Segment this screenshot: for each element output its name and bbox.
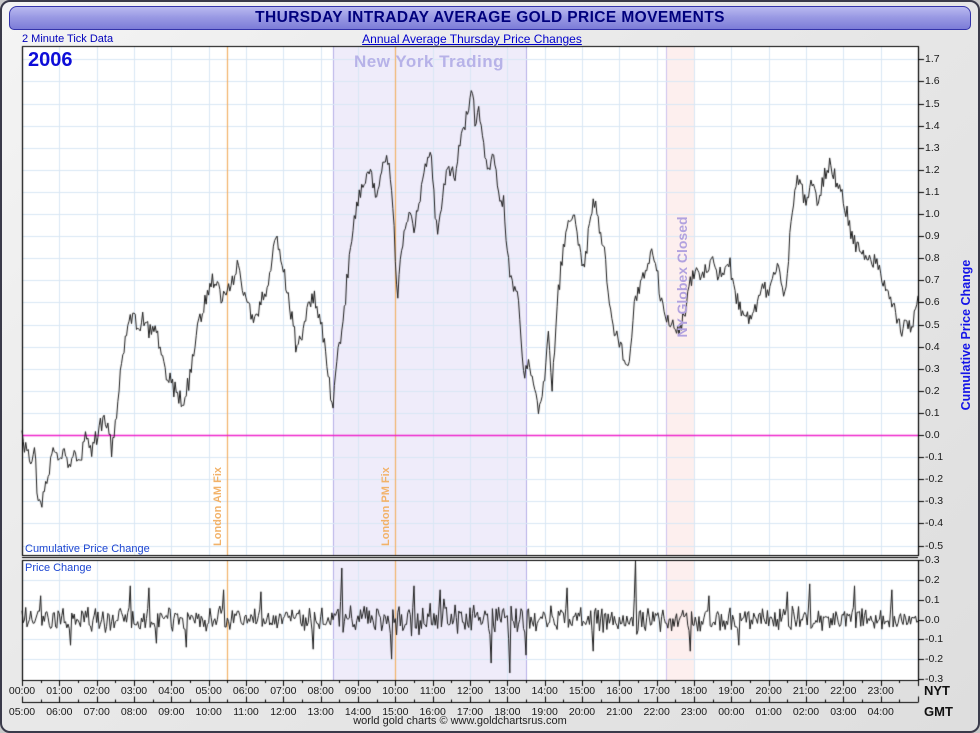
- main-ytick-label: 0.6: [925, 296, 940, 309]
- main-ytick-label: 0.8: [925, 252, 940, 265]
- nyt-xtick-label: 04:00: [158, 685, 185, 697]
- main-ytick-label: 1.3: [925, 141, 940, 154]
- lower-ytick-label: -0.2: [925, 653, 944, 666]
- main-ytick-label: 0.2: [925, 384, 940, 397]
- gmt-xtick-label: 08:00: [120, 706, 148, 718]
- nyt-xtick-label: 19:00: [718, 685, 745, 697]
- gmt-xtick-label: 14:00: [344, 706, 372, 718]
- nyt-xtick-label: 15:00: [568, 685, 596, 697]
- lower-ytick-label: -0.3: [925, 672, 944, 685]
- nyt-xtick-label: 01:00: [46, 685, 73, 697]
- main-ytick-label: 1.1: [925, 185, 940, 198]
- nyt-xtick-label: 13:00: [494, 685, 521, 697]
- gmt-xtick-label: 10:00: [195, 706, 222, 718]
- main-ytick-label: 1.4: [925, 119, 940, 132]
- gmt-xtick-label: 21:00: [606, 706, 633, 718]
- main-ytick-label: -0.2: [925, 473, 944, 486]
- nyt-xtick-label: 10:00: [382, 685, 409, 697]
- nyt-xtick-label: 00:00: [8, 685, 36, 697]
- nyt-xtick-label: 20:00: [755, 685, 782, 697]
- price-change-panel-label: Price Change: [25, 562, 92, 574]
- nyt-xtick-label: 23:00: [867, 685, 894, 697]
- nyt-xtick-label: 18:00: [680, 685, 708, 697]
- nyt-axis-label: NYT: [924, 683, 950, 698]
- credit-footer: world gold charts © www.goldchartsrus.co…: [353, 715, 567, 727]
- gmt-xtick-label: 11:00: [233, 706, 259, 718]
- gmt-xtick-label: 01:00: [755, 706, 782, 718]
- gmt-xtick-label: 16:00: [419, 706, 446, 718]
- main-ytick-label: -0.4: [925, 517, 944, 530]
- main-ytick-label: 0.3: [925, 362, 940, 375]
- gmt-xtick-label: 02:00: [792, 706, 820, 718]
- lower-ytick-label: 0.0: [925, 613, 940, 626]
- gmt-xtick-label: 07:00: [83, 706, 110, 718]
- main-ytick-label: 0.7: [925, 274, 940, 287]
- gmt-xtick-label: 12:00: [270, 706, 297, 718]
- gmt-xtick-label: 18:00: [494, 706, 521, 718]
- lower-ytick-label: 0.1: [925, 593, 940, 606]
- lower-ytick-label: 0.3: [925, 554, 940, 567]
- gmt-xtick-label: 23:00: [680, 706, 708, 718]
- lower-ytick-label: -0.1: [925, 633, 944, 646]
- gmt-xtick-label: 05:00: [8, 706, 36, 718]
- nyt-xtick-label: 08:00: [307, 685, 334, 697]
- main-ytick-label: 0.1: [925, 406, 940, 419]
- main-ytick-label: -0.5: [925, 539, 944, 552]
- main-ytick-label: 1.2: [925, 163, 940, 176]
- main-ytick-label: 0.4: [925, 340, 940, 353]
- new-york-trading-label: New York Trading: [353, 52, 505, 71]
- nyt-xtick-label: 07:00: [270, 685, 297, 697]
- gmt-xtick-label: 13:00: [307, 706, 334, 718]
- london-am-fix-label: London AM Fix: [212, 466, 224, 546]
- main-ytick-label: 0.9: [925, 230, 940, 243]
- nyt-xtick-label: 03:00: [120, 685, 148, 697]
- nyt-xtick-label: 05:00: [195, 685, 222, 697]
- gmt-xtick-label: 22:00: [643, 706, 670, 718]
- gmt-xtick-label: 20:00: [568, 706, 596, 718]
- nyt-xtick-label: 16:00: [606, 685, 633, 697]
- london-pm-fix-label: London PM Fix: [380, 467, 392, 546]
- nyt-xtick-label: 11:00: [419, 685, 446, 697]
- year-label: 2006: [28, 49, 73, 71]
- gmt-xtick-label: 15:00: [382, 706, 409, 718]
- nyt-xtick-label: 17:00: [643, 685, 670, 697]
- main-ytick-label: 1.7: [925, 53, 940, 66]
- ny-globex-closed-label: NY Globex Closed: [674, 216, 690, 338]
- gmt-xtick-label: 17:00: [456, 706, 484, 718]
- main-ytick-label: -0.1: [925, 451, 944, 464]
- gmt-xtick-label: 19:00: [531, 706, 558, 718]
- nyt-xtick-label: 21:00: [792, 685, 820, 697]
- gmt-xtick-label: 06:00: [46, 706, 73, 718]
- gmt-xtick-label: 00:00: [718, 706, 745, 718]
- main-ytick-label: 1.0: [925, 208, 940, 220]
- nyt-xtick-label: 09:00: [344, 685, 372, 697]
- nyt-xtick-label: 12:00: [456, 685, 484, 697]
- main-ytick-label: 1.6: [925, 75, 940, 88]
- nyt-xtick-label: 06:00: [232, 685, 260, 697]
- gmt-xtick-label: 09:00: [158, 706, 185, 718]
- main-ytick-label: 1.5: [925, 97, 940, 110]
- nyt-xtick-label: 02:00: [83, 685, 110, 697]
- nyt-xtick-label: 22:00: [830, 685, 857, 697]
- right-axis-title: Cumulative Price Change: [959, 259, 973, 411]
- cumulative-panel-label: Cumulative Price Change: [25, 543, 150, 555]
- main-ytick-label: 0.0: [925, 429, 940, 441]
- main-ytick-label: -0.3: [925, 495, 944, 508]
- main-ytick-label: 0.5: [925, 318, 940, 331]
- lower-ytick-label: 0.2: [925, 573, 940, 586]
- gmt-axis-label: GMT: [924, 704, 953, 719]
- gmt-xtick-label: 04:00: [867, 706, 894, 718]
- nyt-xtick-label: 14:00: [531, 685, 558, 697]
- gmt-xtick-label: 03:00: [830, 706, 857, 718]
